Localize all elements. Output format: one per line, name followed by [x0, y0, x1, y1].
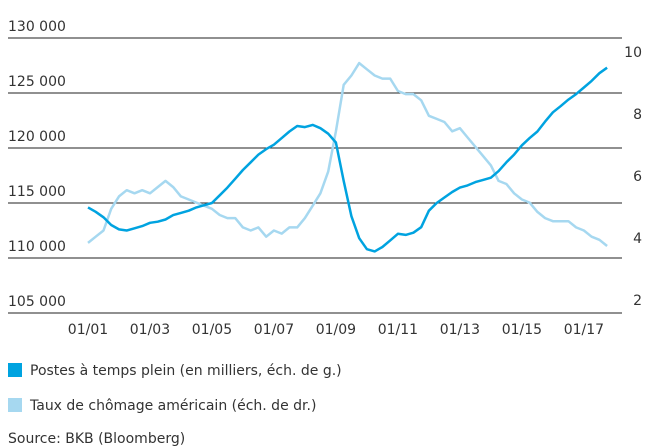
- source: Source: BKB (Bloomberg): [8, 431, 185, 447]
- legend-swatch: [8, 398, 22, 412]
- x-tick-label: 01/09: [316, 322, 356, 338]
- y2-tick-label: 4: [633, 231, 642, 247]
- y-tick-label: 125 000: [8, 74, 66, 90]
- x-tick-label: 01/11: [378, 322, 418, 338]
- x-tick-label: 01/03: [130, 322, 170, 338]
- y-tick-label: 110 000: [8, 239, 66, 255]
- legend-label: Postes à temps plein (en milliers, éch. …: [30, 363, 342, 379]
- y-tick-label: 120 000: [8, 129, 66, 145]
- legend-swatch: [8, 363, 22, 377]
- y2-tick-label: 8: [633, 107, 642, 123]
- y2-tick-label: 2: [633, 293, 642, 309]
- y2-tick-label: 10: [624, 45, 642, 61]
- x-tick-label: 01/15: [502, 322, 542, 338]
- y2-tick-label: 6: [633, 169, 642, 185]
- legend-label: Taux de chômage américain (éch. de dr.): [29, 398, 316, 414]
- series-line: [87, 66, 608, 253]
- series-line: [87, 61, 608, 247]
- x-tick-label: 01/01: [68, 322, 108, 338]
- y-tick-label: 115 000: [8, 184, 66, 200]
- x-tick-label: 01/17: [564, 322, 604, 338]
- y-tick-label: 130 000: [8, 19, 66, 35]
- y-tick-label: 105 000: [8, 294, 66, 310]
- x-tick-label: 01/07: [254, 322, 294, 338]
- x-tick-label: 01/05: [192, 322, 232, 338]
- x-tick-label: 01/13: [440, 322, 480, 338]
